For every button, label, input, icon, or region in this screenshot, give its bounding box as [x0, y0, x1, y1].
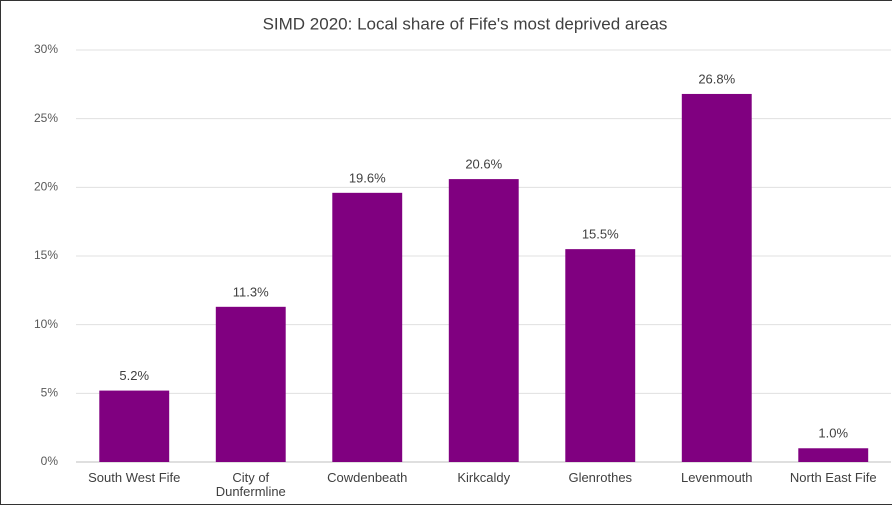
x-tick-label: Levenmouth [680, 470, 753, 485]
y-tick-label: 5% [41, 386, 59, 400]
data-label: 19.6% [349, 170, 386, 185]
x-tick-label: Cowdenbeath [327, 470, 408, 485]
data-label: 1.0% [818, 426, 848, 441]
data-label: 5.2% [119, 368, 149, 383]
bar [332, 192, 403, 462]
y-tick-label: 30% [34, 42, 58, 56]
y-tick-label: 20% [34, 180, 58, 194]
y-tick-label: 25% [34, 111, 58, 125]
x-tick-label: North East Fife [789, 470, 877, 485]
y-tick-label: 10% [34, 317, 58, 331]
x-tick-label: Kirkcaldy [457, 470, 511, 485]
bar [565, 249, 636, 462]
y-tick-label: 0% [41, 454, 59, 468]
data-label: 26.8% [698, 71, 735, 86]
x-tick-label: South West Fife [88, 470, 181, 485]
bar [448, 179, 519, 463]
x-tick-label: Glenrothes [568, 470, 633, 485]
bar [215, 306, 286, 462]
chart-title: SIMD 2020: Local share of Fife's most de… [263, 14, 668, 33]
y-tick-label: 15% [34, 248, 58, 262]
data-label: 20.6% [465, 157, 502, 172]
x-tick-label: City of Dunfermline [215, 470, 286, 499]
bar [681, 93, 752, 463]
data-label: 11.3% [233, 284, 269, 299]
data-label: 15.5% [582, 227, 619, 242]
bar [99, 390, 170, 462]
bar [798, 448, 869, 462]
